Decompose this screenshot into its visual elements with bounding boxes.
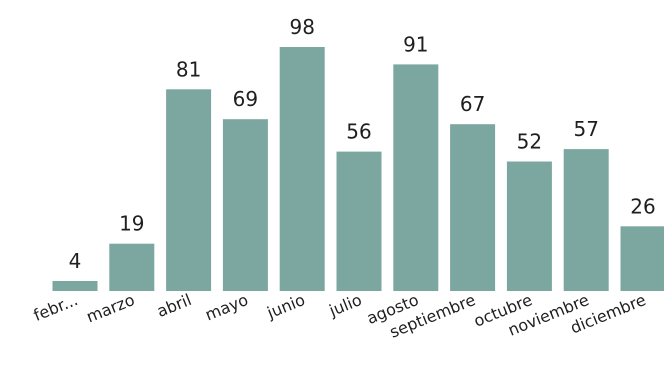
x-tick-label-4: junio bbox=[264, 290, 308, 323]
bars-group bbox=[52, 47, 664, 292]
value-label-5: 56 bbox=[346, 120, 371, 144]
bar-2 bbox=[166, 89, 212, 291]
bar-4 bbox=[279, 47, 325, 291]
x-tick-label-2: abril bbox=[154, 290, 194, 321]
value-label-3: 69 bbox=[233, 87, 258, 111]
x-tick-label-1: marzo bbox=[84, 290, 138, 326]
x-tick-labels-group: febr... marzo abril mayo junio julio agostosep… bbox=[31, 290, 649, 342]
value-label-6: 91 bbox=[403, 32, 428, 56]
bar-6 bbox=[393, 64, 439, 292]
bar-1 bbox=[109, 243, 155, 291]
value-labels-group: 4 19 81 69 98 56 91 67 52 57 26 bbox=[69, 15, 656, 273]
bar-3 bbox=[222, 119, 268, 291]
x-tick-label-3: mayo bbox=[202, 290, 251, 324]
bar-5 bbox=[336, 151, 382, 291]
bar-10 bbox=[620, 226, 664, 291]
x-tick-label-0: febr... bbox=[31, 290, 81, 325]
value-label-0: 4 bbox=[69, 249, 82, 273]
bar-0 bbox=[52, 281, 98, 291]
value-label-7: 67 bbox=[460, 92, 485, 116]
value-label-8: 52 bbox=[517, 130, 542, 154]
bar-7 bbox=[450, 124, 496, 291]
bar-9 bbox=[563, 149, 609, 291]
bar-8 bbox=[506, 161, 552, 291]
value-label-4: 98 bbox=[289, 15, 314, 39]
value-label-2: 81 bbox=[176, 57, 201, 81]
x-tick-label-5: julio bbox=[326, 290, 365, 320]
value-label-10: 26 bbox=[630, 194, 655, 218]
value-label-1: 19 bbox=[119, 212, 144, 236]
value-label-9: 57 bbox=[573, 117, 598, 141]
